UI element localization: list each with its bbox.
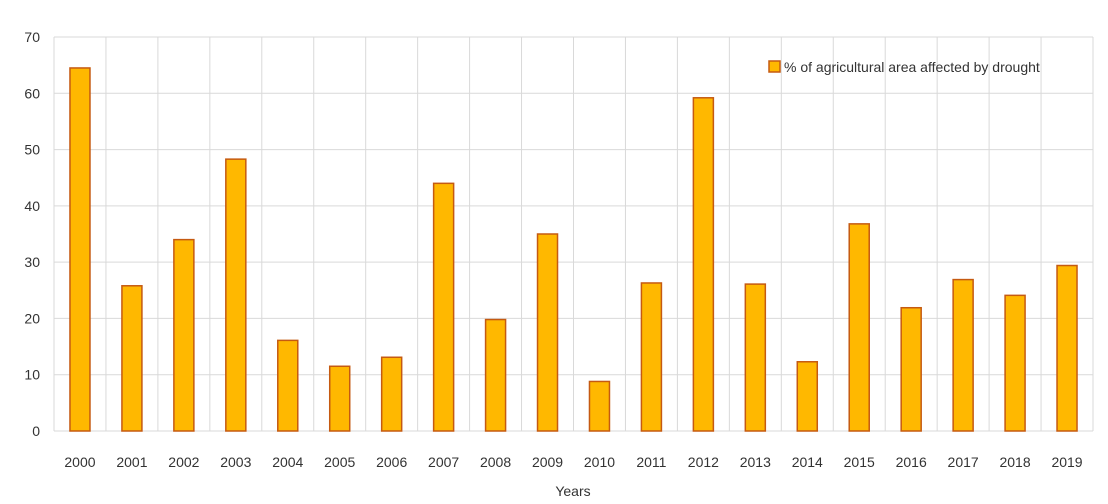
bar-2018 [1004, 294, 1026, 432]
gridlines [53, 36, 1094, 432]
x-tick-label-2014: 2014 [792, 454, 823, 470]
x-tick-label-2015: 2015 [844, 454, 875, 470]
y-tick-label: 0 [32, 423, 40, 439]
x-tick-label-2001: 2001 [116, 454, 147, 470]
x-tick-label-2010: 2010 [584, 454, 615, 470]
bar-2001 [121, 285, 143, 432]
x-tick-label-2012: 2012 [688, 454, 719, 470]
x-tick-label-2006: 2006 [376, 454, 407, 470]
bar-2003 [225, 158, 247, 432]
bar-2015 [848, 223, 870, 432]
x-tick-label-2011: 2011 [636, 454, 666, 470]
x-tick-label-2003: 2003 [220, 454, 251, 470]
bar-2016 [900, 306, 922, 432]
legend-label: % of agricultural area affected by droug… [784, 59, 1040, 75]
bar-2010 [588, 380, 611, 432]
y-tick-label: 60 [24, 85, 40, 101]
x-tick-label-2000: 2000 [64, 454, 95, 470]
bar-2013 [744, 283, 767, 432]
x-axis-title: Years [555, 483, 590, 499]
y-tick-label: 10 [24, 367, 40, 383]
legend: % of agricultural area affected by droug… [768, 59, 1040, 75]
bar-2004 [277, 339, 299, 432]
x-tick-label-2016: 2016 [896, 454, 927, 470]
bar-2000 [69, 67, 91, 432]
legend-swatch [768, 60, 781, 73]
y-tick-label: 40 [24, 198, 40, 214]
x-tick-label-2005: 2005 [324, 454, 355, 470]
y-axis-ticks: 0 10 20 30 40 50 60 70 [24, 29, 40, 439]
x-tick-label-2008: 2008 [480, 454, 511, 470]
bar-2008 [484, 318, 507, 432]
bar-2017 [952, 278, 974, 432]
y-tick-label: 50 [24, 142, 40, 158]
bars [69, 67, 1078, 432]
x-tick-label-2004: 2004 [272, 454, 303, 470]
y-tick-label: 20 [24, 310, 40, 326]
x-tick-label-2018: 2018 [999, 454, 1030, 470]
bar-2002 [173, 238, 195, 432]
x-tick-label-2017: 2017 [948, 454, 979, 470]
bar-2019 [1056, 264, 1078, 432]
bar-2009 [536, 233, 559, 432]
bar-2014 [796, 361, 819, 432]
x-tick-label-2007: 2007 [428, 454, 459, 470]
x-axis-ticks: 2000 2001 2002 2003 2004 2005 2006 2007 2008 2009… [64, 454, 1082, 470]
bar-2006 [380, 356, 403, 432]
bar-2012 [692, 97, 715, 432]
x-tick-label-2009: 2009 [532, 454, 563, 470]
x-tick-label-2013: 2013 [740, 454, 771, 470]
y-tick-label: 30 [24, 254, 40, 270]
bar-2007 [432, 182, 455, 432]
y-tick-label: 70 [24, 29, 40, 45]
bar-2011 [640, 282, 663, 432]
bar-2005 [328, 365, 351, 432]
x-tick-label-2002: 2002 [168, 454, 199, 470]
x-tick-label-2019: 2019 [1051, 454, 1082, 470]
